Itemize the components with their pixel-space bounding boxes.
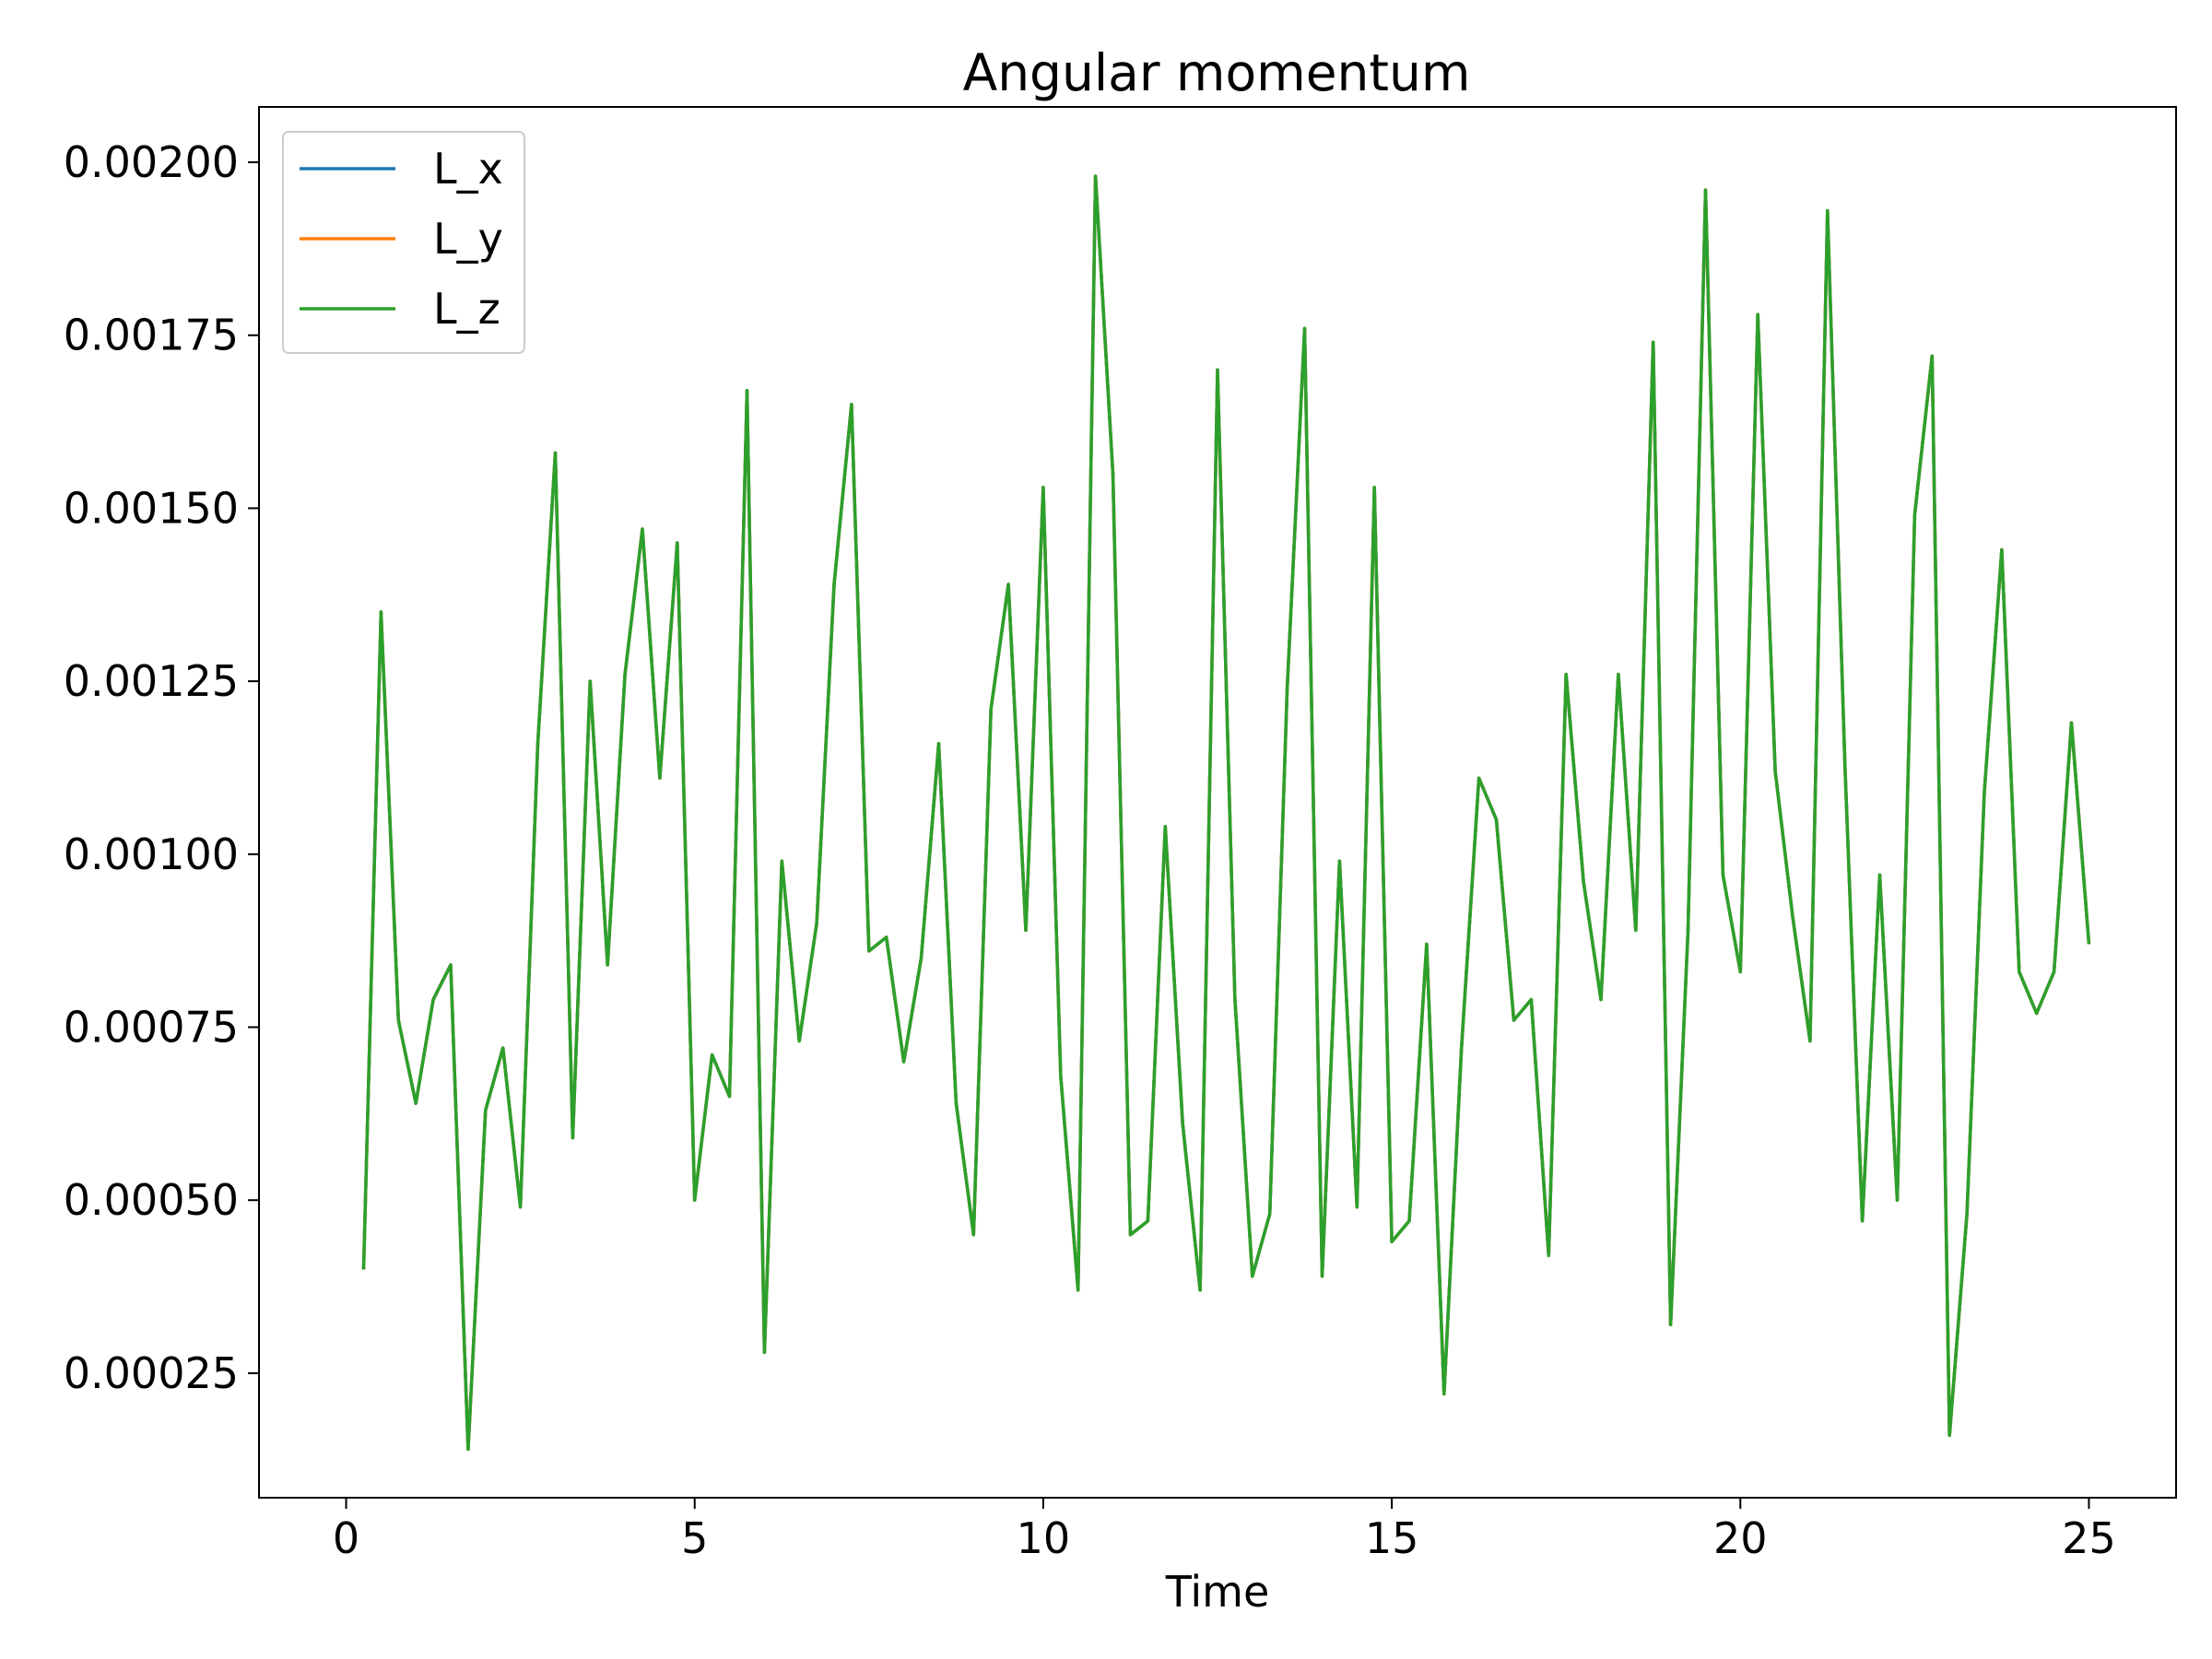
y-tick-label: 0.00125 <box>64 656 239 706</box>
y-axis: 0.00025 0.00050 0.00075 0.00100 0.00125 0.001… <box>64 137 259 1398</box>
series-layer <box>361 174 2091 1452</box>
y-tick-label: 0.00100 <box>64 830 239 879</box>
y-tick-label: 0.00175 <box>64 311 239 360</box>
x-tick-label: 15 <box>1365 1513 1419 1563</box>
x-axis-title: Time <box>1165 1567 1270 1617</box>
axes-frame <box>258 106 2177 1499</box>
x-tick-label: 0 <box>333 1513 359 1563</box>
x-axis: 0 5 10 15 20 25 <box>333 1498 2116 1563</box>
x-tick-label: 25 <box>2062 1513 2116 1563</box>
legend-box <box>282 131 525 354</box>
legend-label: L_x <box>433 144 503 194</box>
series-line-l-z <box>361 174 2091 1452</box>
x-tick-label: 20 <box>1713 1513 1768 1563</box>
y-tick-label: 0.00150 <box>64 483 239 533</box>
legend-label: L_y <box>433 214 503 264</box>
x-tick-label: 5 <box>681 1513 708 1563</box>
plot-area <box>258 106 2177 1499</box>
x-tick-label: 10 <box>1017 1513 1071 1563</box>
chart-title: Angular momentum <box>963 43 1471 102</box>
legend: L_x L_y L_z <box>282 131 525 354</box>
y-tick-label: 0.00050 <box>64 1175 239 1225</box>
y-tick-label: 0.00075 <box>64 1002 239 1052</box>
y-tick-label: 0.00025 <box>64 1348 239 1398</box>
y-tick-label: 0.00200 <box>64 137 239 187</box>
legend-label: L_z <box>433 284 500 334</box>
